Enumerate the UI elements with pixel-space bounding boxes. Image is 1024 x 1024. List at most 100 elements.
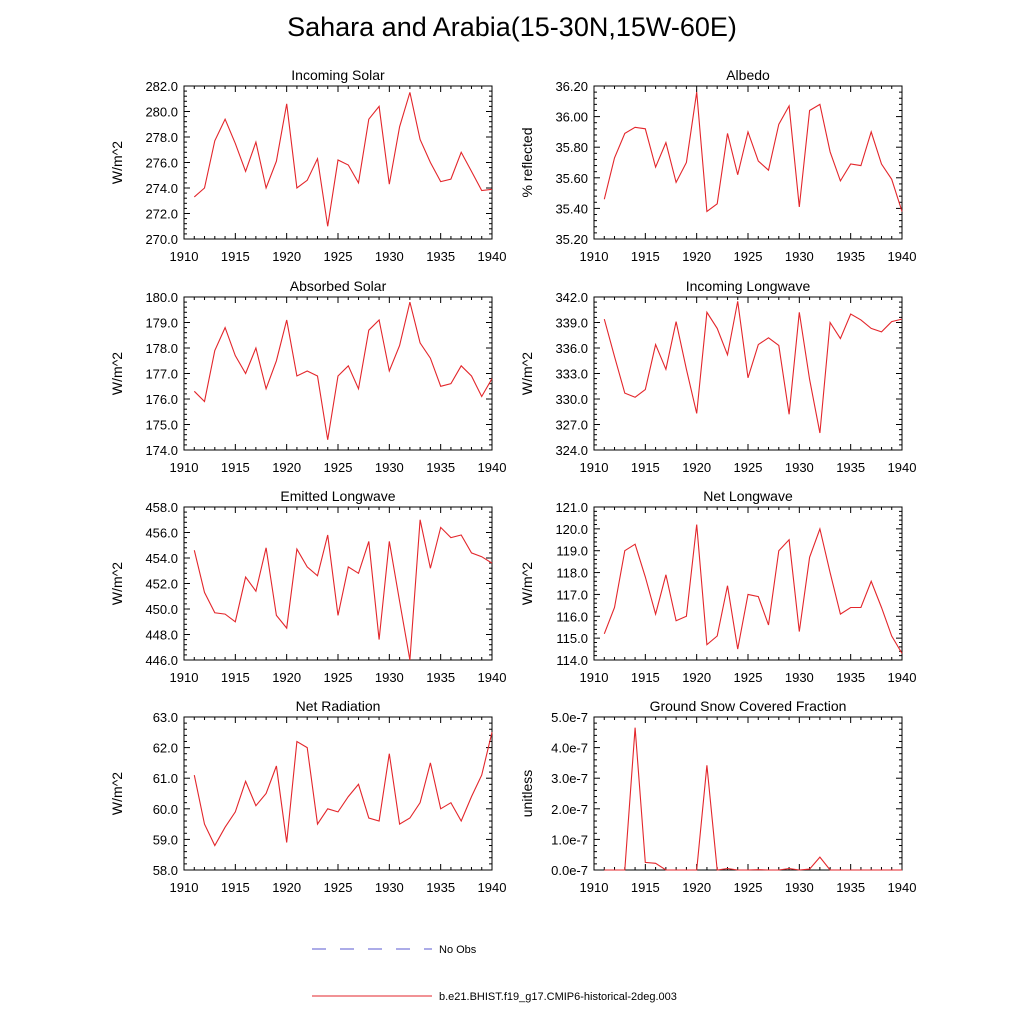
panel-incoming-solar: Incoming Solar W/m^2 1910 1915 1920 1925 1930 1… — [109, 67, 506, 264]
y-tick-label: 119.0 — [556, 544, 588, 559]
x-tick-label: 1920 — [682, 249, 711, 264]
y-axis-label: W/m^2 — [519, 352, 535, 395]
x-tick-label: 1940 — [478, 880, 507, 895]
panel-net-longwave: Net Longwave W/m^2 1910 1915 1920 1925 1930 193… — [519, 488, 916, 685]
x-tick-label: 1930 — [375, 460, 404, 475]
y-tick-label: 5.0e-7 — [551, 710, 588, 725]
y-tick-label: 274.0 — [145, 181, 178, 196]
y-axis-label: W/m^2 — [519, 562, 535, 605]
y-axis-label: unitless — [519, 770, 535, 817]
x-tick-label: 1925 — [324, 460, 353, 475]
panel-title: Ground Snow Covered Fraction — [650, 698, 847, 714]
y-tick-label: 114.0 — [556, 653, 588, 668]
x-tick-label: 1925 — [734, 460, 763, 475]
y-tick-label: 278.0 — [145, 130, 178, 145]
series-line — [193, 732, 493, 847]
x-tick-label: 1935 — [426, 460, 455, 475]
x-tick-label: 1920 — [272, 880, 301, 895]
x-tick-label: 1915 — [221, 880, 250, 895]
y-axis-label: W/m^2 — [109, 141, 125, 184]
panel-absorbed-solar: Absorbed Solar W/m^2 1910 1915 1920 1925 1930 1… — [109, 278, 506, 475]
panel-title: Absorbed Solar — [290, 278, 387, 294]
x-tick-label: 1910 — [170, 249, 199, 264]
y-tick-label: 121.0 — [555, 500, 588, 515]
y-axis-label: % reflected — [519, 127, 535, 197]
y-tick-label: 4.0e-7 — [551, 741, 588, 756]
x-tick-label: 1915 — [631, 880, 660, 895]
panel-title: Albedo — [726, 67, 770, 83]
x-tick-label: 1935 — [426, 249, 455, 264]
x-tick-label: 1940 — [888, 880, 917, 895]
panel-ground-snow-covered-fraction: Ground Snow Covered Fraction unitless 1910… — [519, 698, 916, 895]
x-tick-label: 1930 — [785, 880, 814, 895]
x-tick-label: 1940 — [888, 670, 917, 685]
series-line — [603, 92, 903, 213]
panel-title: Net Longwave — [703, 488, 793, 504]
x-tick-label: 1925 — [324, 670, 353, 685]
y-tick-label: 177.0 — [145, 367, 178, 382]
y-tick-label: 446.0 — [145, 653, 178, 668]
panel-albedo: Albedo % reflected 1910 1915 1920 1925 1930 193… — [519, 67, 916, 264]
x-tick-label: 1915 — [631, 460, 660, 475]
x-tick-label: 1925 — [734, 880, 763, 895]
panel-title: Emitted Longwave — [280, 488, 395, 504]
x-tick-label: 1925 — [734, 249, 763, 264]
x-tick-label: 1920 — [272, 670, 301, 685]
y-tick-label: 456.0 — [145, 526, 178, 541]
y-tick-label: 458.0 — [145, 500, 178, 515]
x-tick-label: 1930 — [785, 249, 814, 264]
x-tick-label: 1930 — [785, 460, 814, 475]
y-tick-label: 327.0 — [555, 418, 588, 433]
x-tick-label: 1940 — [888, 249, 917, 264]
y-tick-label: 116.0 — [556, 609, 588, 624]
y-tick-label: 36.00 — [555, 110, 588, 125]
x-tick-label: 1925 — [734, 670, 763, 685]
y-tick-label: 176.0 — [145, 392, 178, 407]
x-tick-label: 1935 — [836, 670, 865, 685]
y-tick-label: 448.0 — [145, 628, 178, 643]
y-tick-label: 35.40 — [555, 201, 588, 216]
x-tick-label: 1915 — [221, 670, 250, 685]
y-tick-label: 342.0 — [555, 290, 588, 305]
x-tick-label: 1920 — [682, 880, 711, 895]
x-tick-label: 1915 — [221, 460, 250, 475]
x-tick-label: 1925 — [324, 880, 353, 895]
panel-emitted-longwave: Emitted Longwave W/m^2 1910 1915 1920 1925 193… — [109, 488, 506, 685]
x-tick-label: 1940 — [478, 460, 507, 475]
x-tick-label: 1935 — [836, 460, 865, 475]
x-tick-label: 1930 — [785, 670, 814, 685]
x-tick-label: 1920 — [272, 249, 301, 264]
y-tick-label: 180.0 — [145, 290, 178, 305]
y-tick-label: 2.0e-7 — [551, 802, 588, 817]
x-tick-label: 1935 — [836, 249, 865, 264]
y-tick-label: 117.0 — [556, 587, 588, 602]
x-tick-label: 1935 — [426, 880, 455, 895]
x-tick-label: 1910 — [580, 460, 609, 475]
y-tick-label: 175.0 — [145, 418, 178, 433]
y-tick-label: 115.0 — [556, 631, 588, 646]
y-tick-label: 0.0e-7 — [551, 863, 588, 878]
x-tick-label: 1935 — [426, 670, 455, 685]
x-tick-label: 1925 — [324, 249, 353, 264]
panel-incoming-longwave: Incoming Longwave W/m^2 1910 1915 1920 1925 19… — [519, 278, 916, 475]
y-axis-label: W/m^2 — [109, 562, 125, 605]
series-line — [604, 727, 902, 871]
series-line — [193, 301, 493, 440]
series-line — [193, 519, 493, 661]
x-tick-label: 1910 — [170, 460, 199, 475]
y-tick-label: 272.0 — [145, 207, 178, 222]
x-tick-label: 1930 — [375, 249, 404, 264]
x-tick-label: 1930 — [375, 670, 404, 685]
y-tick-label: 276.0 — [145, 156, 178, 171]
y-tick-label: 280.0 — [145, 105, 178, 120]
x-tick-label: 1910 — [170, 880, 199, 895]
x-tick-label: 1910 — [580, 249, 609, 264]
y-tick-label: 270.0 — [145, 232, 178, 247]
x-tick-label: 1940 — [478, 670, 507, 685]
x-tick-label: 1920 — [682, 460, 711, 475]
y-tick-label: 120.0 — [555, 522, 588, 537]
y-axis-label: W/m^2 — [109, 772, 125, 815]
y-tick-label: 61.0 — [153, 771, 178, 786]
x-tick-label: 1915 — [631, 249, 660, 264]
